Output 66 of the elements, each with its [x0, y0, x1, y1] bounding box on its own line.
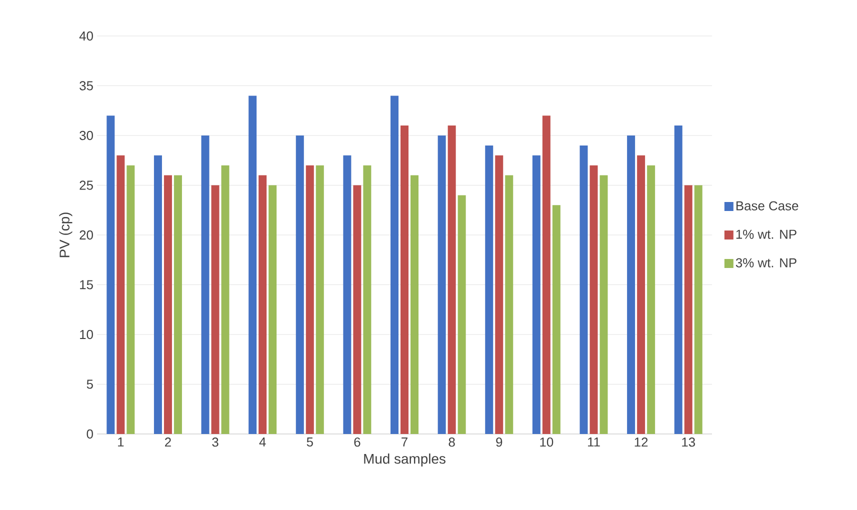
x-tick-label: 12 [634, 438, 648, 447]
y-tick-label: 25 [80, 180, 93, 190]
y-tick-label: 0 [86, 429, 93, 439]
y-axis-title: PV (cp) [59, 212, 72, 258]
y-tick-label: 15 [80, 280, 93, 290]
bar [268, 185, 277, 434]
bar [627, 135, 636, 434]
x-tick-label: 3 [212, 438, 218, 447]
bar [684, 185, 692, 434]
x-tick-label: 9 [496, 438, 502, 447]
legend-label: Base Case [736, 201, 798, 210]
x-tick-label: 13 [682, 438, 695, 447]
x-tick-label: 4 [259, 438, 266, 446]
bar [353, 185, 362, 434]
bar [552, 205, 560, 434]
bar [306, 165, 314, 434]
bar [248, 96, 257, 434]
bar [201, 135, 210, 434]
bar [495, 155, 504, 434]
bar [505, 175, 514, 434]
bar [694, 185, 702, 434]
y-tick-label: 10 [80, 330, 93, 340]
bar [126, 165, 135, 434]
x-tick-label: 1 [118, 438, 124, 446]
bar [637, 155, 646, 434]
x-tick-label: 2 [165, 438, 171, 447]
x-tick-label: 6 [354, 438, 360, 447]
bar [174, 175, 182, 434]
y-tick-label: 5 [86, 380, 93, 389]
x-axis-title: Mud samples [364, 454, 446, 467]
bar [164, 175, 172, 434]
bar [221, 165, 230, 434]
x-tick-label: 11 [588, 438, 600, 446]
x-tick-label: 5 [306, 438, 313, 447]
y-tick-label: 20 [80, 230, 93, 240]
bar [154, 155, 162, 434]
bar [458, 195, 466, 434]
bar [542, 116, 550, 434]
legend-label: 3% wt. NP [736, 258, 796, 268]
bar [590, 165, 598, 434]
y-tick-label: 35 [80, 81, 93, 90]
bar [532, 155, 540, 434]
bar [211, 185, 220, 434]
bar [674, 126, 682, 434]
x-tick-label: 8 [448, 438, 455, 447]
bar [296, 135, 304, 434]
bar [343, 155, 352, 434]
bar [116, 155, 125, 434]
bar [390, 96, 399, 434]
bar [438, 135, 446, 434]
bar [106, 116, 115, 434]
bar [316, 165, 324, 434]
x-tick-label: 10 [540, 438, 554, 447]
y-tick-label: 40 [79, 31, 93, 41]
bar [448, 126, 456, 434]
y-tick-label: 30 [80, 130, 93, 140]
bar [363, 165, 372, 434]
x-tick-label: 7 [402, 438, 408, 446]
bar [647, 165, 656, 434]
bar [485, 145, 494, 434]
bar [600, 175, 608, 434]
bar [580, 145, 588, 434]
bar [258, 175, 267, 434]
bar [410, 175, 419, 434]
legend-label: 1% wt. NP [736, 230, 796, 239]
bar [400, 126, 409, 434]
